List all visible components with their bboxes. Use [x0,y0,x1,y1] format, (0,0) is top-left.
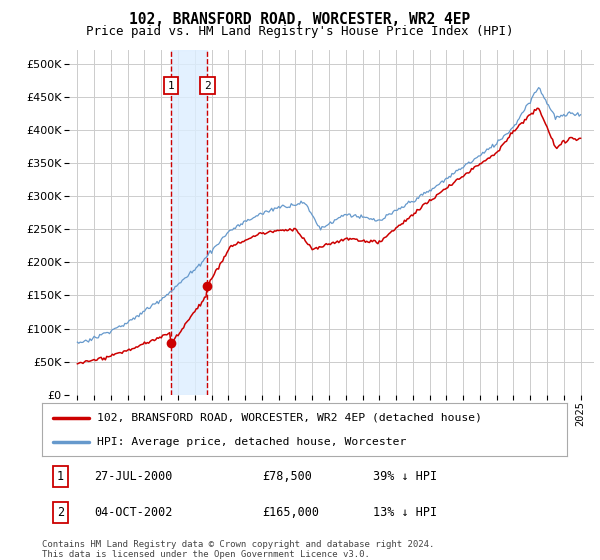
Text: 102, BRANSFORD ROAD, WORCESTER, WR2 4EP (detached house): 102, BRANSFORD ROAD, WORCESTER, WR2 4EP … [97,413,482,423]
Text: 04-OCT-2002: 04-OCT-2002 [95,506,173,519]
Text: Price paid vs. HM Land Registry's House Price Index (HPI): Price paid vs. HM Land Registry's House … [86,25,514,38]
Text: 27-JUL-2000: 27-JUL-2000 [95,470,173,483]
Text: £165,000: £165,000 [263,506,320,519]
Text: 1: 1 [57,470,64,483]
Bar [171,50,208,395]
Text: HPI: Average price, detached house, Worcester: HPI: Average price, detached house, Worc… [97,437,407,447]
Text: 39% ↓ HPI: 39% ↓ HPI [373,470,437,483]
Text: 1: 1 [167,81,175,91]
Text: 2: 2 [204,81,211,91]
Text: Contains HM Land Registry data © Crown copyright and database right 2024.
This d: Contains HM Land Registry data © Crown c… [42,540,434,559]
Text: 2: 2 [57,506,64,519]
Text: 13% ↓ HPI: 13% ↓ HPI [373,506,437,519]
Text: 102, BRANSFORD ROAD, WORCESTER, WR2 4EP: 102, BRANSFORD ROAD, WORCESTER, WR2 4EP [130,12,470,27]
Text: £78,500: £78,500 [263,470,313,483]
